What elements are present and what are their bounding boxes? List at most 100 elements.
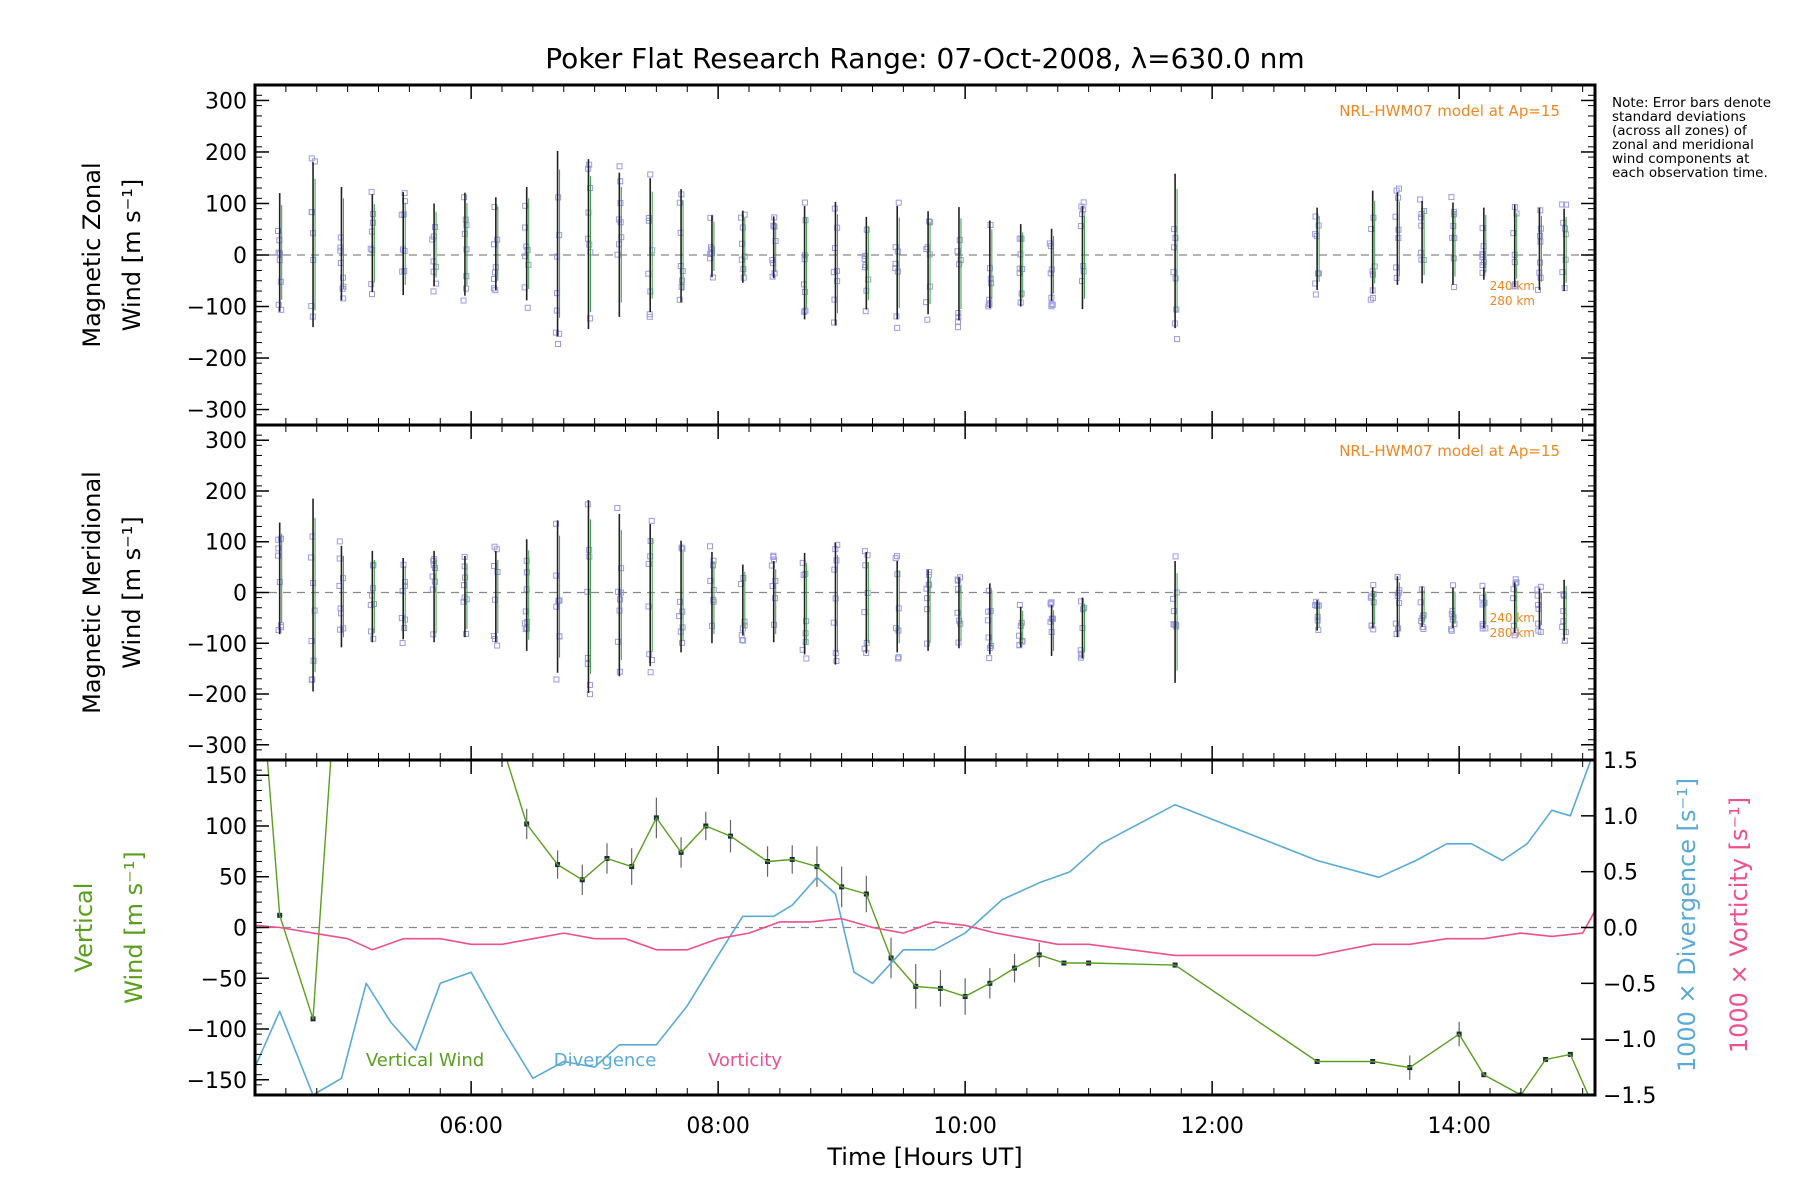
x-tick-label: 14:00 (1427, 1114, 1490, 1139)
zonal-plot-area (255, 150, 1595, 348)
sample-point (677, 598, 684, 605)
sample-point (924, 606, 931, 613)
sample-point (1016, 601, 1023, 608)
sample-point (1448, 627, 1455, 634)
sample-point (679, 608, 686, 615)
sample-point (646, 651, 653, 658)
sample-point (830, 269, 837, 276)
sample-point (368, 281, 375, 288)
sample-point (586, 682, 593, 689)
sample-point (895, 627, 902, 634)
sample-point (524, 304, 531, 311)
sample-point (1448, 626, 1455, 633)
sample-point (493, 546, 500, 553)
sample-point (1479, 253, 1486, 260)
sample-point (617, 200, 624, 207)
sample-point (491, 204, 498, 211)
y-tick-label: 200 (205, 480, 247, 505)
sample-point (986, 655, 993, 662)
sample-point (614, 505, 621, 512)
sample-point (1368, 225, 1375, 232)
y-tick-label: −100 (187, 1018, 247, 1043)
sample-point (1479, 269, 1486, 276)
sample-point (368, 188, 375, 195)
sample-point (553, 572, 560, 579)
sample-point (679, 545, 686, 552)
sample-point (587, 315, 594, 322)
sample-point (957, 620, 964, 627)
meridional-ylabel: Wind [m s⁻¹] (118, 516, 146, 668)
sample-point (1451, 283, 1458, 290)
sample-point (277, 535, 284, 542)
y-tick-label: 100 (205, 531, 247, 556)
sample-point (1315, 222, 1322, 229)
x-axis-label: Time [Hours UT] (826, 1143, 1022, 1171)
x-tick-label: 12:00 (1180, 1114, 1243, 1139)
vertical-wind-line (506, 760, 1590, 1095)
sample-point (739, 637, 746, 644)
sample-point (308, 676, 315, 683)
sample-point (1560, 608, 1567, 615)
sample-point (1370, 582, 1377, 589)
vorticity-ylabel: 1000 × Vorticity [s⁻¹] (1725, 797, 1753, 1053)
meridional-plot-area (255, 498, 1595, 698)
sample-point (401, 267, 408, 274)
sample-point (522, 626, 529, 633)
x-tick-label: 08:00 (686, 1114, 749, 1139)
sample-point (1513, 579, 1520, 586)
zonal-ylabel: Magnetic Zonal (78, 162, 106, 347)
sample-point (954, 318, 961, 325)
sample-point (1420, 625, 1427, 632)
model-curve (255, 565, 1595, 641)
sample-point (1417, 196, 1424, 203)
sample-point (802, 639, 809, 646)
sample-point (830, 619, 837, 626)
sample-point (648, 657, 655, 664)
sample-point (586, 553, 593, 560)
sample-point (399, 639, 406, 646)
sample-point (430, 631, 437, 638)
sample-point (337, 247, 344, 254)
sample-point (833, 657, 840, 664)
sample-point (463, 246, 470, 253)
sample-point (277, 278, 284, 285)
sample-point (308, 637, 315, 644)
y-tick-label: −100 (187, 632, 247, 657)
y-tick-label: −150 (187, 1069, 247, 1094)
sample-point (1171, 226, 1178, 233)
legend-entry: Vorticity (708, 1050, 782, 1071)
sample-point (339, 285, 346, 292)
sample-point (614, 251, 621, 258)
sample-point (892, 260, 899, 267)
y-tick-label: 150 (205, 764, 247, 789)
sample-point (1559, 201, 1566, 208)
sample-point (586, 241, 593, 248)
sample-point (615, 588, 622, 595)
model-altitude-label: 240 km (1490, 279, 1535, 293)
sample-point (553, 676, 560, 683)
sample-point (524, 247, 531, 254)
sample-point (1018, 619, 1025, 626)
sample-point (1395, 589, 1402, 596)
sample-point (1170, 269, 1177, 276)
sample-point (1395, 185, 1402, 192)
sample-point (831, 296, 838, 303)
sample-point (463, 222, 470, 229)
y-tick-label: 0 (233, 582, 247, 607)
sample-point (277, 622, 284, 629)
y-tick-label: −300 (187, 734, 247, 759)
sample-point (647, 171, 654, 178)
model-annotation: NRL-HWM07 model at Ap=15 (1339, 442, 1560, 460)
sample-point (1450, 582, 1457, 589)
y-tick-label: −300 (187, 399, 247, 424)
sample-point (831, 319, 838, 326)
sample-point (432, 224, 439, 231)
sample-point (491, 596, 498, 603)
x-tick-label: 06:00 (439, 1114, 502, 1139)
sample-point (494, 236, 501, 243)
sample-point (522, 224, 529, 231)
y-tick-label: −100 (187, 296, 247, 321)
sample-point (954, 324, 961, 331)
y2-tick-label: 0.0 (1603, 917, 1638, 942)
sample-point (1450, 255, 1457, 262)
